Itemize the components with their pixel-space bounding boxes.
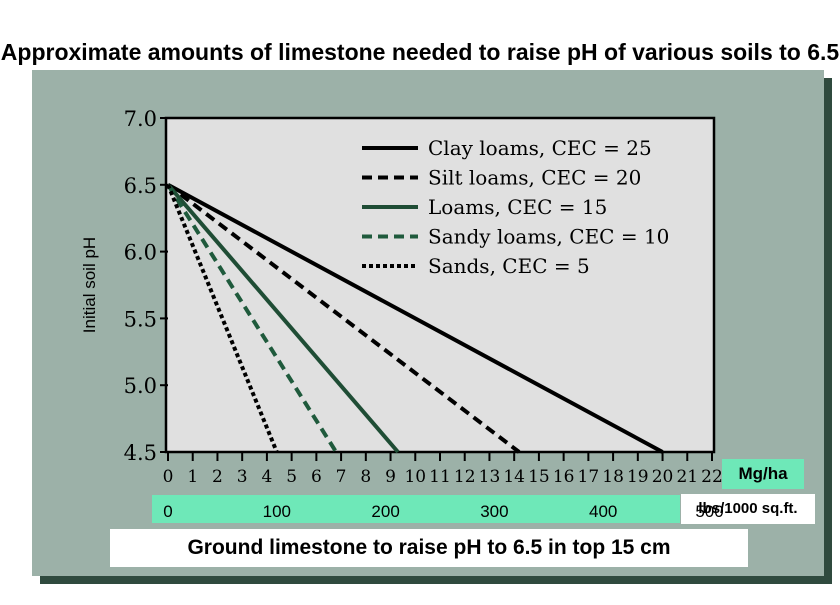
- x-tick-label: 1: [187, 467, 198, 487]
- legend-label-1: Silt loams, CEC = 20: [428, 166, 641, 190]
- series-line-0: [167, 183, 664, 454]
- x-tick-label: 11: [429, 467, 451, 487]
- x-tick-label: 21: [676, 467, 698, 487]
- x-tick-label: 22: [701, 467, 723, 487]
- x-tick-label: 19: [627, 467, 649, 487]
- legend-label-0: Clay loams, CEC = 25: [428, 136, 652, 160]
- x-axis-unit-label: Mg/ha: [738, 464, 788, 483]
- secondary-x-tick-label: 100: [263, 502, 291, 521]
- legend-label-2: Loams, CEC = 15: [428, 195, 607, 219]
- x-tick-label: 20: [652, 467, 674, 487]
- secondary-axis-unit-label: lbs/1000 sq.ft.: [698, 500, 798, 517]
- x-axis: 0 1 2 3 4 5 6 7 8 9 10 11 12 13 14 15 16 17 18 19 20 21 22: [163, 452, 723, 487]
- secondary-x-tick-label: 300: [480, 502, 508, 521]
- series-line-2: [166, 183, 400, 454]
- x-tick-label: 14: [503, 467, 525, 487]
- secondary-x-axis: 0 100 200 300 400 500: [163, 502, 723, 521]
- secondary-x-tick-label: 0: [163, 502, 172, 521]
- secondary-x-tick-label: 200: [371, 502, 399, 521]
- secondary-x-tick-label: 500: [695, 502, 723, 521]
- x-axis-unit-box: [722, 459, 804, 489]
- y-tick-label: 7.0: [124, 107, 157, 131]
- x-tick-label: 18: [602, 467, 624, 487]
- y-tick-label: 4.5: [124, 441, 157, 465]
- chart-title-text: Approximate amounts of limestone needed …: [0, 39, 840, 65]
- chart-title: Approximate amounts of limestone needed …: [0, 36, 840, 68]
- x-tick-label: 8: [360, 467, 371, 487]
- legend-label-3: Sandy loams, CEC = 10: [428, 225, 669, 249]
- x-tick-label: 5: [286, 467, 297, 487]
- x-tick-label: 2: [212, 467, 223, 487]
- x-tick-label: 4: [261, 467, 272, 487]
- legend: Clay loams, CEC = 25 Silt loams, CEC = 20…: [362, 136, 669, 278]
- y-tick-label: 5.0: [124, 374, 157, 398]
- x-tick-label: 12: [454, 467, 476, 487]
- secondary-axis-unit-box: [681, 494, 815, 524]
- x-tick-label: 15: [528, 467, 550, 487]
- x-tick-label: 9: [385, 467, 396, 487]
- x-tick-label: 3: [237, 467, 248, 487]
- x-tick-label: 7: [336, 467, 347, 487]
- y-axis: 4.5 5.0 5.5 6.0 6.5 7.0: [124, 107, 168, 465]
- x-tick-label: 10: [404, 467, 426, 487]
- y-tick-label: 6.0: [124, 241, 157, 265]
- x-tick-label: 16: [553, 467, 575, 487]
- y-tick-label: 5.5: [124, 307, 157, 331]
- x-tick-label: 17: [578, 467, 600, 487]
- y-axis-label: Initial soil pH: [80, 237, 99, 333]
- secondary-axis-band: [152, 495, 680, 523]
- x-axis-caption: Ground limestone to raise pH to 6.5 in t…: [187, 536, 671, 559]
- secondary-x-tick-label: 400: [589, 502, 617, 521]
- y-tick-label: 6.5: [124, 174, 157, 198]
- legend-label-4: Sands, CEC = 5: [428, 254, 590, 278]
- series-line-1: [166, 183, 521, 454]
- series-line-4: [166, 184, 279, 453]
- x-tick-label: 13: [479, 467, 501, 487]
- x-tick-label: 0: [163, 467, 174, 487]
- plot-area: [164, 116, 716, 454]
- series-layer: [166, 183, 664, 454]
- series-line-3: [166, 183, 338, 454]
- x-tick-label: 6: [311, 467, 322, 487]
- x-axis-caption-box: [110, 529, 748, 567]
